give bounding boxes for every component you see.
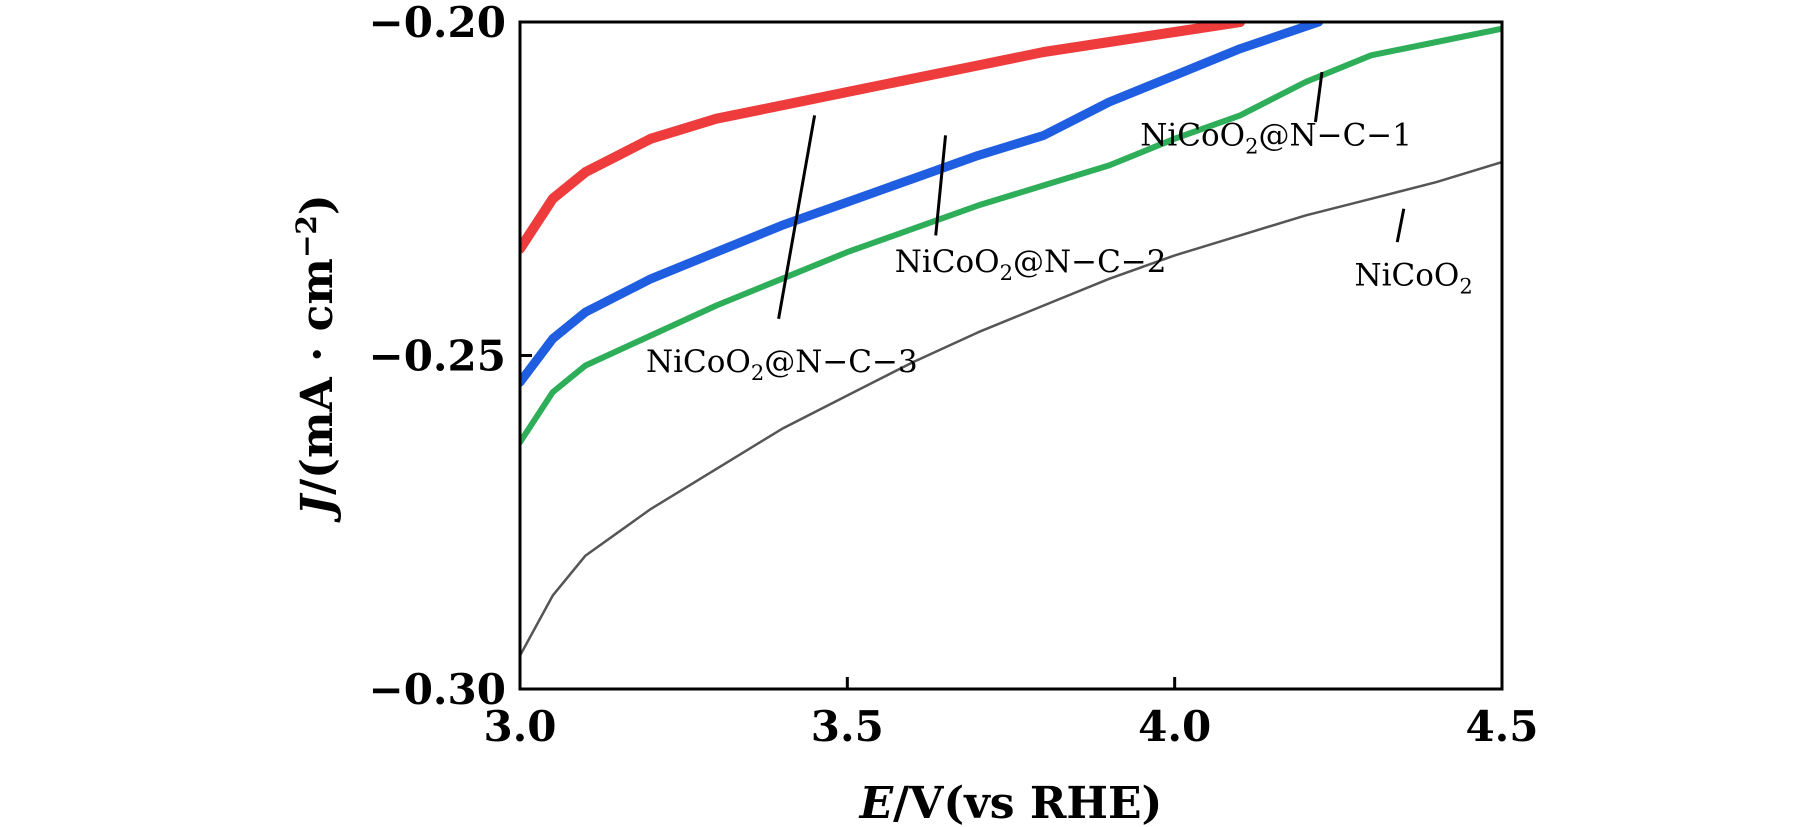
x-axis-title-italic: E bbox=[858, 778, 895, 827]
annotation-label-nicoo2-n-c-2: NiCoO2@N−C−2 bbox=[895, 244, 1167, 285]
y-tick-label-0-30: −0.30 bbox=[369, 665, 506, 714]
y-axis-title-exp: −2 bbox=[290, 215, 323, 258]
annotation-leader-nicoo2-n-c-2 bbox=[934, 135, 948, 236]
y-tick-label-0-25: −0.25 bbox=[369, 332, 506, 381]
x-tick-label-3-5: 3.5 bbox=[811, 702, 884, 751]
series-line-nicoo2-n-c-3 bbox=[520, 22, 1246, 254]
y-axis-title: J/(mA · cm−2) bbox=[290, 194, 344, 523]
series-line-nicoo2-n-c-1 bbox=[520, 25, 1502, 446]
series-line-nicoo2 bbox=[520, 160, 1502, 657]
annotation-leader-nicoo2-n-c-1 bbox=[1313, 71, 1324, 123]
y-axis-title-rest: /(mA · cm bbox=[292, 258, 343, 495]
tick-layer: 3.0 3.5 4.0 4.5 −0.20 −0.25 −0.30 bbox=[369, 0, 1539, 751]
y-tick-label-0-20: −0.20 bbox=[369, 0, 506, 47]
annotation-label-nicoo2-n-c-3: NiCoO2@N−C−3 bbox=[646, 344, 918, 385]
annotation-leader-nicoo2 bbox=[1395, 208, 1406, 243]
x-tick-label-3-0: 3.0 bbox=[483, 702, 556, 751]
annotation-layer: NiCoO2@N−C−1 NiCoO2@N−C−2 NiCoO2@N−C−3 NiCo… bbox=[646, 71, 1473, 385]
series-line-nicoo2-n-c-2 bbox=[520, 22, 1324, 387]
x-tick-label-4-0: 4.0 bbox=[1138, 702, 1211, 751]
x-axis-title: E/V(vs RHE) bbox=[858, 778, 1163, 827]
annotation-label-nicoo2-n-c-1: NiCoO2@N−C−1 bbox=[1140, 117, 1412, 158]
series-layer bbox=[520, 22, 1502, 657]
y-axis-title-close: ) bbox=[292, 194, 343, 215]
annotation-leader-nicoo2-n-c-3 bbox=[777, 115, 817, 320]
x-tick-label-4-5: 4.5 bbox=[1465, 702, 1538, 751]
annotation-label-nicoo2: NiCoO2 bbox=[1355, 257, 1473, 298]
x-axis-title-rest: /V(vs RHE) bbox=[893, 778, 1162, 827]
